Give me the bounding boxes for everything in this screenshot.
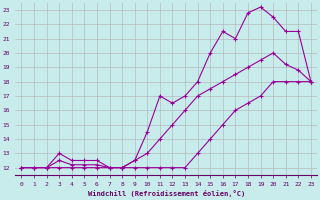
X-axis label: Windchill (Refroidissement éolien,°C): Windchill (Refroidissement éolien,°C) bbox=[88, 190, 245, 197]
